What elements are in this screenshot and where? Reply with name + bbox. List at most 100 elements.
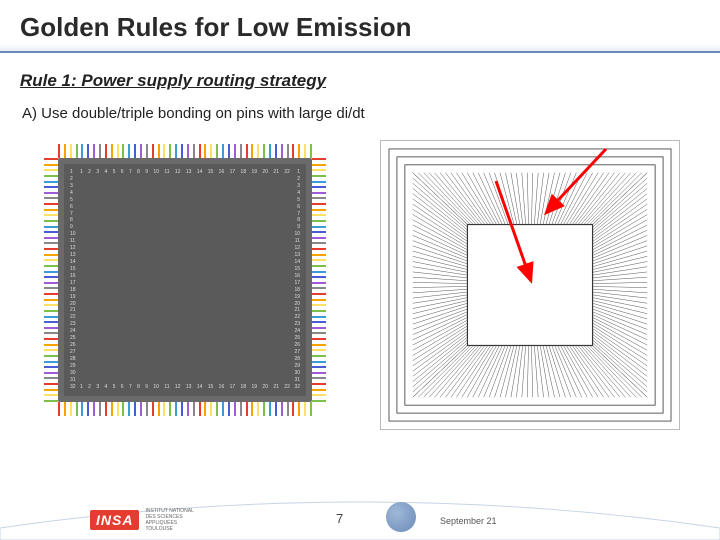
pin xyxy=(312,321,326,323)
pin xyxy=(134,144,136,158)
pin xyxy=(44,310,58,312)
pin xyxy=(312,197,326,199)
pin xyxy=(216,144,218,158)
pin xyxy=(163,144,165,158)
pin xyxy=(175,144,177,158)
pin xyxy=(122,144,124,158)
pin xyxy=(312,265,326,267)
pin xyxy=(281,402,283,416)
pin xyxy=(312,394,326,396)
pin xyxy=(105,402,107,416)
logo: INSA INSTITUT NATIONALDES SCIENCESAPPLIQ… xyxy=(90,508,194,532)
pin xyxy=(44,237,58,239)
pins-top xyxy=(58,144,312,158)
pin xyxy=(312,192,326,194)
pin xyxy=(146,402,148,416)
pin xyxy=(312,304,326,306)
pin xyxy=(44,276,58,278)
pin xyxy=(76,144,78,158)
pin xyxy=(152,144,154,158)
pin xyxy=(234,402,236,416)
pin xyxy=(44,338,58,340)
pin xyxy=(312,366,326,368)
pin xyxy=(312,248,326,250)
pin xyxy=(44,282,58,284)
pin xyxy=(298,144,300,158)
pin xyxy=(44,265,58,267)
pin xyxy=(44,248,58,250)
pin xyxy=(70,402,72,416)
chip-inner xyxy=(64,164,306,396)
bonding-diagram-figure xyxy=(380,140,680,430)
pin xyxy=(181,402,183,416)
pin xyxy=(81,144,83,158)
pin xyxy=(128,402,130,416)
pin xyxy=(312,332,326,334)
pin xyxy=(105,144,107,158)
pin xyxy=(44,293,58,295)
pin xyxy=(44,164,58,166)
pin xyxy=(312,209,326,211)
pin xyxy=(64,144,66,158)
pin xyxy=(310,144,312,158)
logo-badge: INSA xyxy=(90,510,139,530)
chip-package-figure: 1234567891011121314151617181920212223242… xyxy=(40,140,330,420)
pin xyxy=(312,259,326,261)
pin xyxy=(44,197,58,199)
pin xyxy=(228,144,230,158)
pin xyxy=(312,181,326,183)
pin xyxy=(44,186,58,188)
pin xyxy=(140,402,142,416)
pin xyxy=(44,327,58,329)
pin xyxy=(312,327,326,329)
pin xyxy=(44,169,58,171)
pin xyxy=(257,144,259,158)
pin xyxy=(44,192,58,194)
pin xyxy=(312,220,326,222)
pin xyxy=(312,276,326,278)
pin xyxy=(44,158,58,160)
pins-right xyxy=(312,158,326,402)
pin xyxy=(99,144,101,158)
pin xyxy=(281,144,283,158)
pin xyxy=(44,366,58,368)
pin-numbers-right: 1234567891011121314151617181920212223242… xyxy=(294,170,300,390)
pin xyxy=(312,237,326,239)
footer-date: September 21 xyxy=(440,516,497,526)
pin xyxy=(287,144,289,158)
pin xyxy=(44,226,58,228)
pin xyxy=(193,402,195,416)
pin xyxy=(263,402,265,416)
pin xyxy=(275,144,277,158)
pin xyxy=(76,402,78,416)
pin xyxy=(312,271,326,273)
pin xyxy=(44,287,58,289)
pin xyxy=(181,144,183,158)
pin xyxy=(292,144,294,158)
pin xyxy=(246,144,248,158)
pin xyxy=(312,361,326,363)
pin xyxy=(111,144,113,158)
pin xyxy=(44,361,58,363)
pin xyxy=(312,186,326,188)
pin-numbers-top: 12345678910111213141516171819202122 xyxy=(80,170,290,175)
pin xyxy=(304,402,306,416)
pin xyxy=(292,402,294,416)
logo-text: INSTITUT NATIONALDES SCIENCESAPPLIQUÉEST… xyxy=(145,508,193,532)
pin xyxy=(128,144,130,158)
pin xyxy=(304,144,306,158)
pin xyxy=(287,402,289,416)
pin xyxy=(222,144,224,158)
pin xyxy=(312,203,326,205)
pin xyxy=(312,242,326,244)
pin xyxy=(44,377,58,379)
pin xyxy=(117,402,119,416)
pin xyxy=(275,402,277,416)
pin xyxy=(312,355,326,357)
pin xyxy=(312,214,326,216)
pin xyxy=(312,254,326,256)
pin xyxy=(93,144,95,158)
pin xyxy=(234,144,236,158)
pin xyxy=(122,402,124,416)
pin xyxy=(312,231,326,233)
